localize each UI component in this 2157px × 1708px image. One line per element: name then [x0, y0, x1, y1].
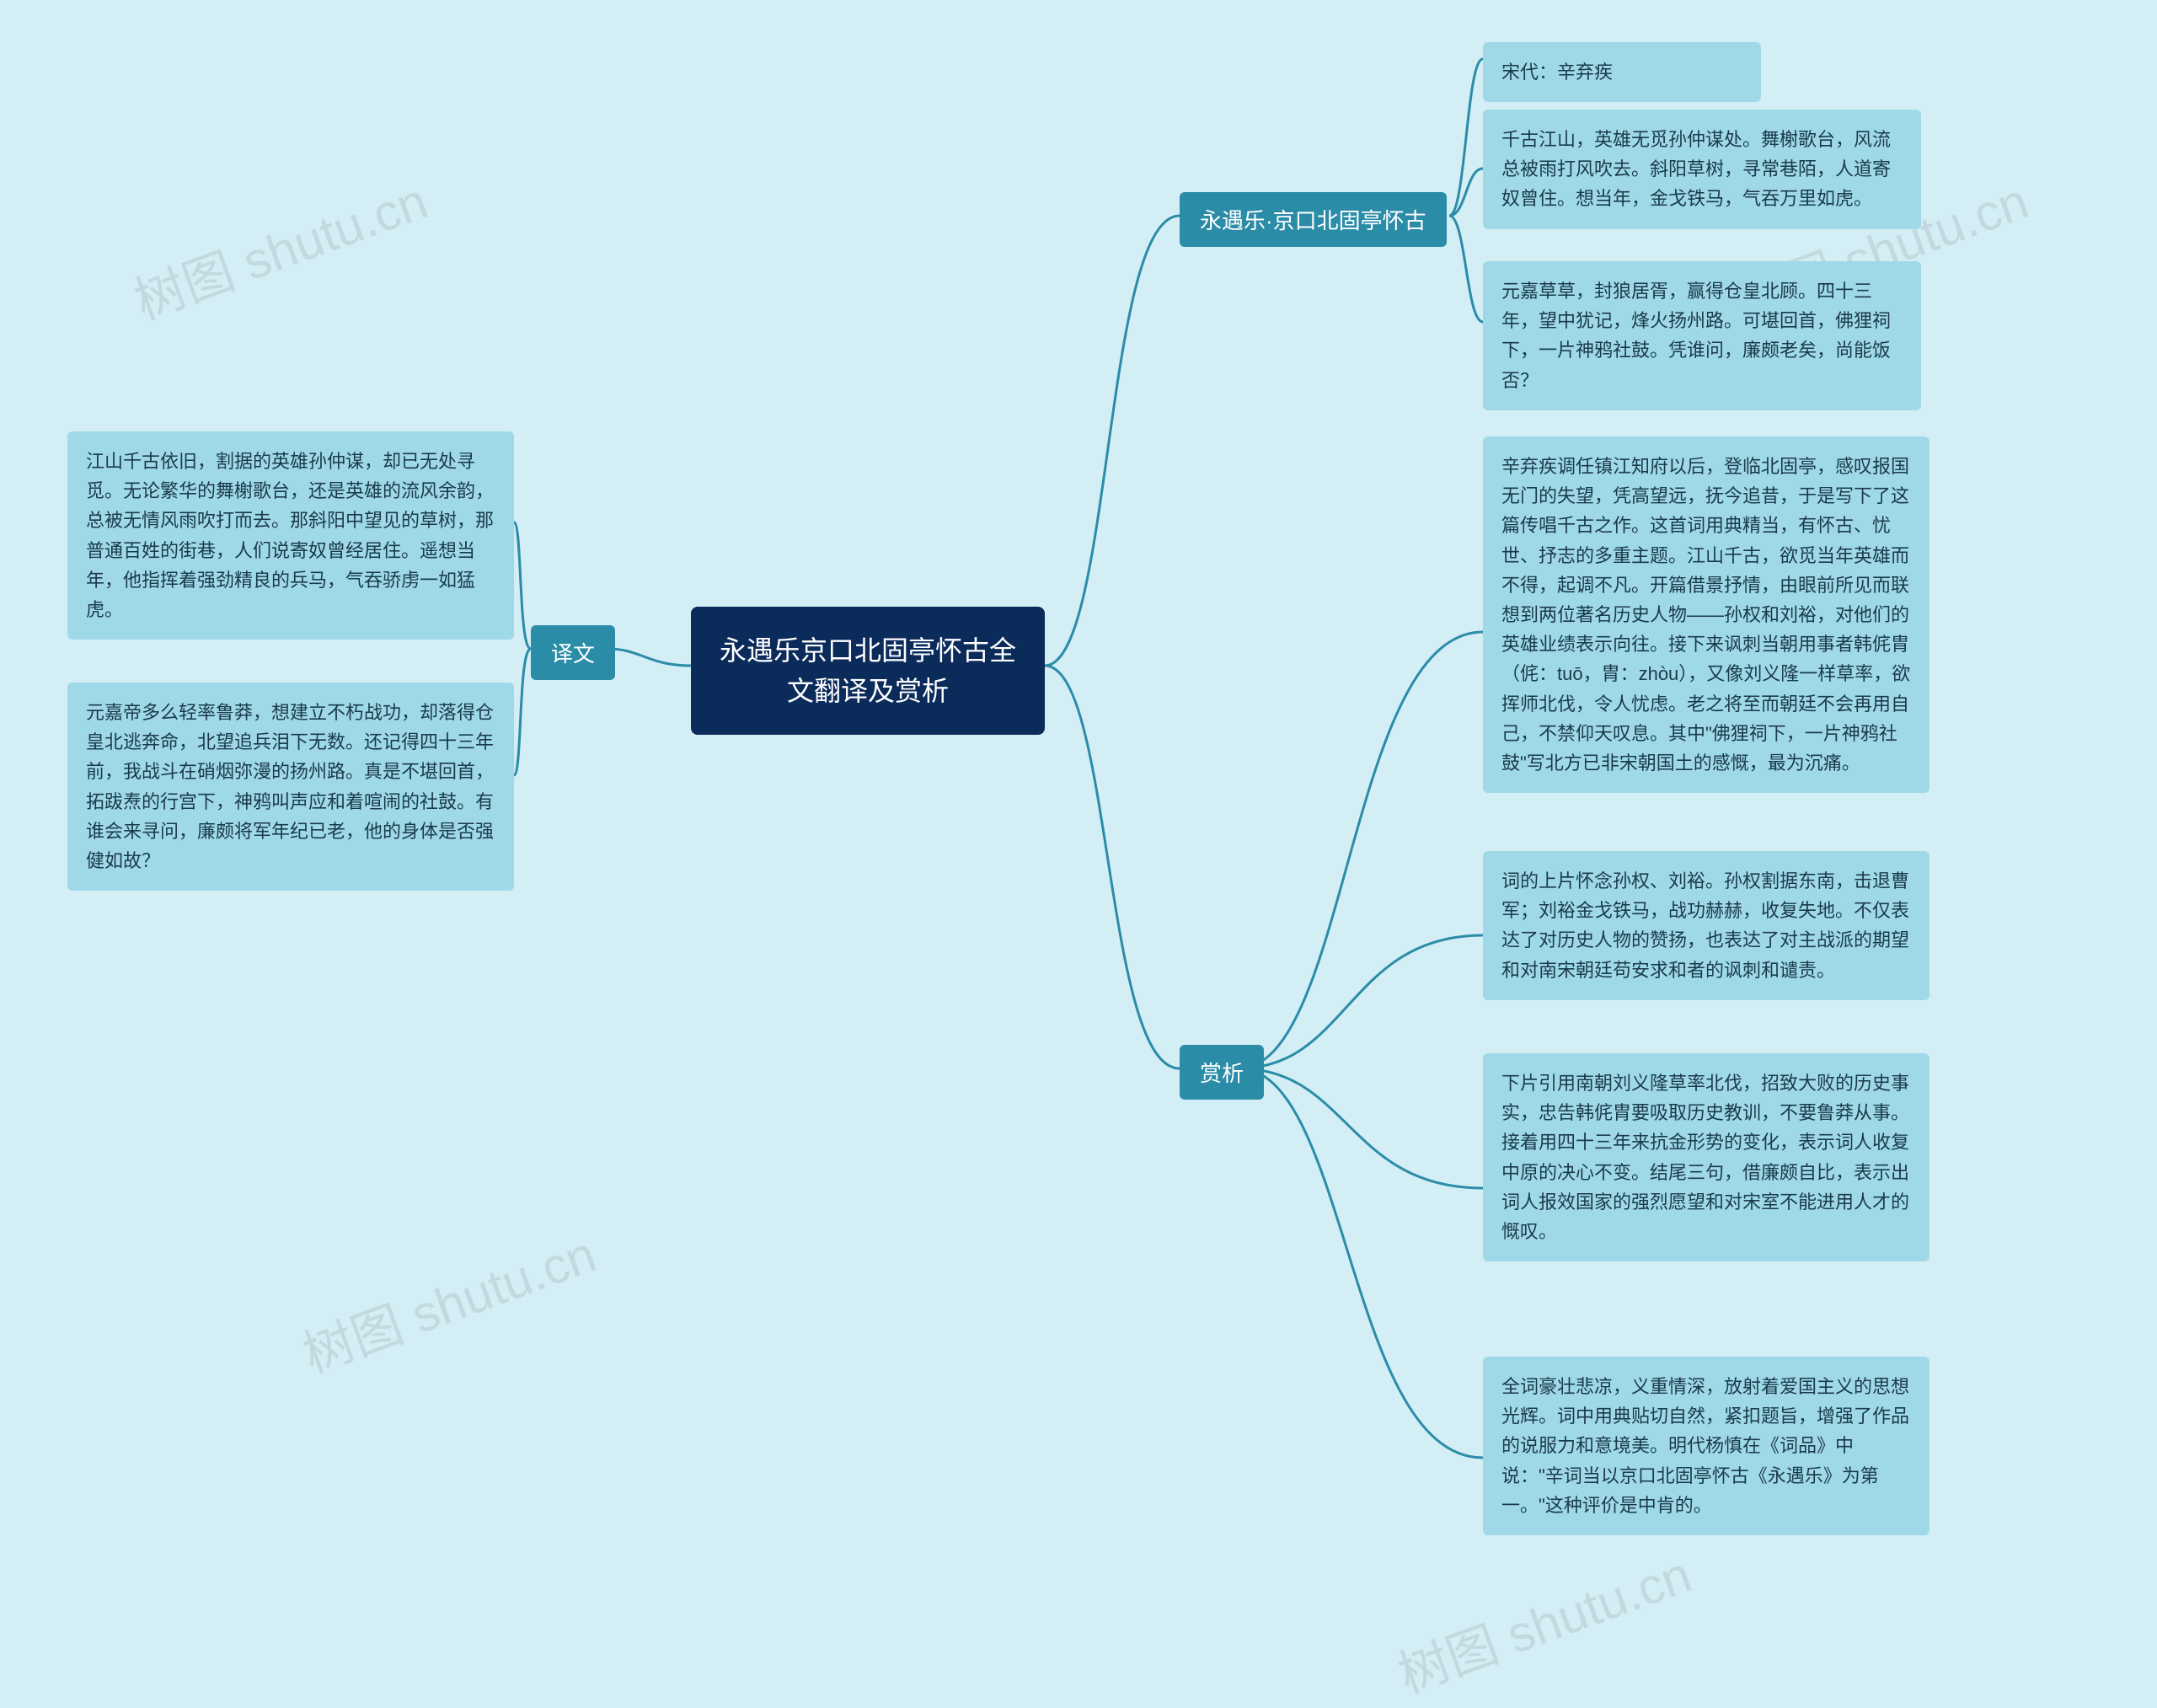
leaf-appreciation-2[interactable]: 词的上片怀念孙权、刘裕。孙权割据东南，击退曹军；刘裕金戈铁马，战功赫赫，收复失地… [1483, 851, 1930, 1000]
leaf-poem-author[interactable]: 宋代：辛弃疾 [1483, 42, 1761, 102]
leaf-translation-2[interactable]: 元嘉帝多么轻率鲁莽，想建立不朽战功，却落得仓皇北逃奔命，北望追兵泪下无数。还记得… [67, 683, 514, 891]
leaf-appreciation-3[interactable]: 下片引用南朝刘义隆草率北伐，招致大败的历史事实，忠告韩侂胄要吸取历史教训，不要鲁… [1483, 1053, 1930, 1261]
watermark: 树图 shutu.cn [292, 1213, 604, 1387]
leaf-appreciation-4[interactable]: 全词豪壮悲凉，义重情深，放射着爱国主义的思想光辉。词中用典贴切自然，紧扣题旨，增… [1483, 1357, 1930, 1535]
leaf-poem-stanza-1[interactable]: 千古江山，英雄无觅孙仲谋处。舞榭歌台，风流总被雨打风吹去。斜阳草树，寻常巷陌，人… [1483, 110, 1921, 229]
branch-poem[interactable]: 永遇乐·京口北固亭怀古 [1180, 192, 1447, 247]
leaf-text: 元嘉草草，封狼居胥，赢得仓皇北顾。四十三年，望中犹记，烽火扬州路。可堪回首，佛狸… [1501, 281, 1891, 391]
watermark: 树图 shutu.cn [123, 160, 436, 334]
leaf-translation-1[interactable]: 江山千古依旧，割据的英雄孙仲谋，却已无处寻觅。无论繁华的舞榭歌台，还是英雄的流风… [67, 431, 514, 640]
leaf-text: 全词豪壮悲凉，义重情深，放射着爱国主义的思想光辉。词中用典贴切自然，紧扣题旨，增… [1501, 1376, 1909, 1516]
leaf-poem-stanza-2[interactable]: 元嘉草草，封狼居胥，赢得仓皇北顾。四十三年，望中犹记，烽火扬州路。可堪回首，佛狸… [1483, 261, 1921, 410]
branch-appreciation[interactable]: 赏析 [1180, 1045, 1264, 1100]
root-node[interactable]: 永遇乐京口北固亭怀古全文翻译及赏析 [691, 607, 1045, 735]
leaf-text: 词的上片怀念孙权、刘裕。孙权割据东南，击退曹军；刘裕金戈铁马，战功赫赫，收复失地… [1501, 870, 1909, 981]
branch-label: 译文 [551, 641, 595, 667]
leaf-text: 辛弃疾调任镇江知府以后，登临北固亭，感叹报国无门的失望，凭高望远，抚今追昔，于是… [1501, 456, 1910, 774]
root-label: 永遇乐京口北固亭怀古全文翻译及赏析 [720, 635, 1016, 706]
leaf-text: 江山千古依旧，割据的英雄孙仲谋，却已无处寻觅。无论繁华的舞榭歌台，还是英雄的流风… [86, 451, 494, 620]
leaf-text: 宋代：辛弃疾 [1501, 62, 1613, 83]
branch-label: 赏析 [1200, 1061, 1244, 1086]
leaf-text: 元嘉帝多么轻率鲁莽，想建立不朽战功，却落得仓皇北逃奔命，北望追兵泪下无数。还记得… [86, 702, 494, 871]
branch-translation[interactable]: 译文 [531, 625, 615, 680]
branch-label: 永遇乐·京口北固亭怀古 [1200, 208, 1426, 233]
leaf-text: 下片引用南朝刘义隆草率北伐，招致大败的历史事实，忠告韩侂胄要吸取历史教训，不要鲁… [1501, 1073, 1909, 1242]
watermark: 树图 shutu.cn [1387, 1534, 1699, 1707]
leaf-appreciation-1[interactable]: 辛弃疾调任镇江知府以后，登临北固亭，感叹报国无门的失望，凭高望远，抚今追昔，于是… [1483, 436, 1930, 793]
leaf-text: 千古江山，英雄无觅孙仲谋处。舞榭歌台，风流总被雨打风吹去。斜阳草树，寻常巷陌，人… [1501, 129, 1891, 209]
